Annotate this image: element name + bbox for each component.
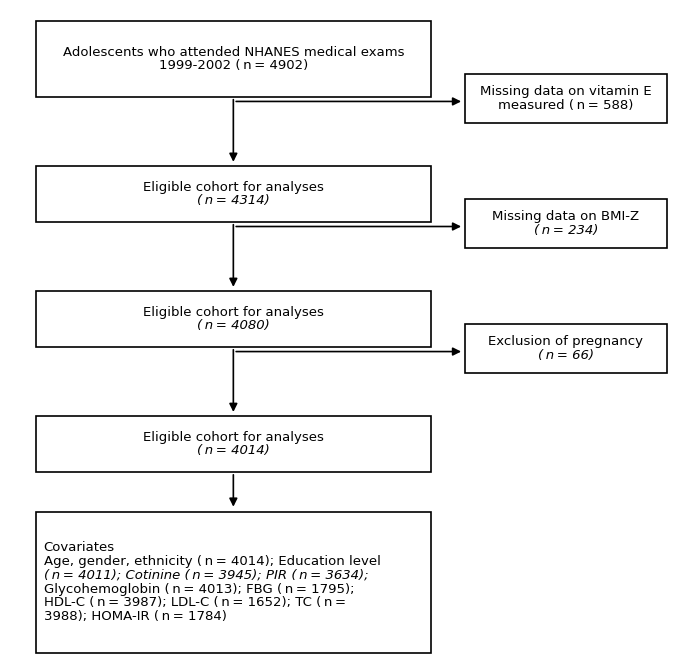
FancyBboxPatch shape xyxy=(36,166,431,222)
Text: Glycohemoglobin ( n = 4013); FBG ( n = 1795);: Glycohemoglobin ( n = 4013); FBG ( n = 1… xyxy=(44,582,354,596)
Text: ( n = 4014): ( n = 4014) xyxy=(197,444,270,457)
Text: Missing data on vitamin E: Missing data on vitamin E xyxy=(480,85,651,98)
Text: Eligible cohort for analyses: Eligible cohort for analyses xyxy=(143,305,324,319)
Text: Exclusion of pregnancy: Exclusion of pregnancy xyxy=(488,335,643,348)
FancyBboxPatch shape xyxy=(465,324,667,373)
FancyBboxPatch shape xyxy=(36,512,431,653)
Text: Missing data on BMI-Z: Missing data on BMI-Z xyxy=(493,210,640,223)
Text: HDL-C ( n = 3987); LDL-C ( n = 1652); TC ( n =: HDL-C ( n = 3987); LDL-C ( n = 1652); TC… xyxy=(44,596,346,609)
Text: Covariates: Covariates xyxy=(44,541,115,555)
Text: Adolescents who attended NHANES medical exams: Adolescents who attended NHANES medical … xyxy=(62,46,404,59)
Text: ( n = 4011); Cotinine ( n = 3945); PIR ( n = 3634);: ( n = 4011); Cotinine ( n = 3945); PIR (… xyxy=(44,569,369,582)
Text: ( n = 4314): ( n = 4314) xyxy=(197,194,270,208)
Text: measured ( n = 588): measured ( n = 588) xyxy=(498,99,634,112)
Text: 1999-2002 ( n = 4902): 1999-2002 ( n = 4902) xyxy=(159,59,308,72)
FancyBboxPatch shape xyxy=(465,74,667,123)
FancyBboxPatch shape xyxy=(36,21,431,97)
FancyBboxPatch shape xyxy=(36,291,431,347)
Text: ( n = 66): ( n = 66) xyxy=(538,349,594,362)
FancyBboxPatch shape xyxy=(36,416,431,472)
FancyBboxPatch shape xyxy=(465,199,667,249)
Text: ( n = 4080): ( n = 4080) xyxy=(197,319,270,332)
Text: Eligible cohort for analyses: Eligible cohort for analyses xyxy=(143,431,324,444)
Text: Eligible cohort for analyses: Eligible cohort for analyses xyxy=(143,180,324,194)
Text: ( n = 234): ( n = 234) xyxy=(534,224,598,237)
Text: 3988); HOMA-IR ( n = 1784): 3988); HOMA-IR ( n = 1784) xyxy=(44,610,227,623)
Text: Age, gender, ethnicity ( n = 4014); Education level: Age, gender, ethnicity ( n = 4014); Educ… xyxy=(44,555,381,568)
